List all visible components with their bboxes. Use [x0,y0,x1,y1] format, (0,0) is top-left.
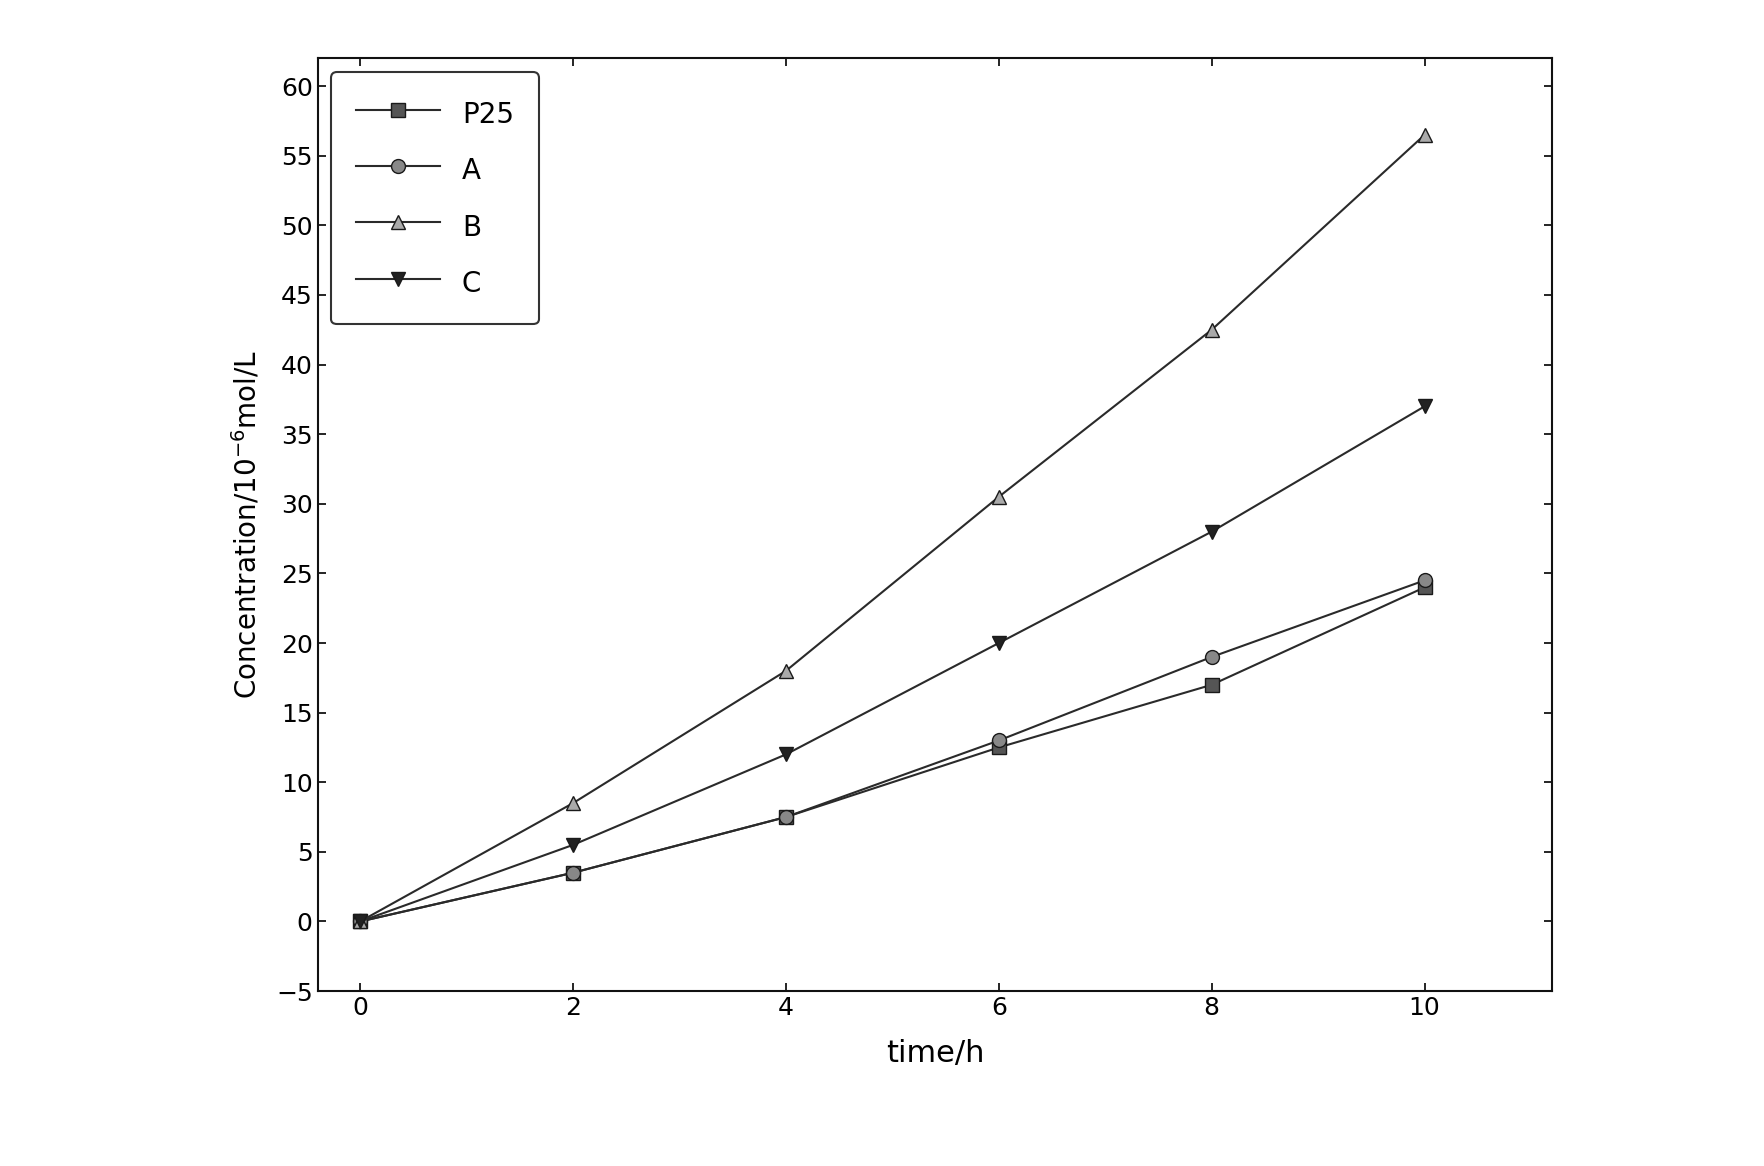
C [349,914,370,928]
B [563,796,584,810]
C [988,635,1009,649]
P25 [563,866,584,880]
Line: A: A [353,574,1432,928]
P25 [1415,581,1436,595]
B [1201,323,1222,337]
B [1415,128,1436,142]
Line: C: C [353,400,1432,928]
P25 [988,740,1009,754]
Y-axis label: Concentration/10$^{-6}$mol/L: Concentration/10$^{-6}$mol/L [229,350,263,700]
B [349,914,370,928]
A [349,914,370,928]
B [988,490,1009,504]
A [563,866,584,880]
Legend: P25, A, B, C: P25, A, B, C [332,72,540,324]
A [1201,649,1222,663]
P25 [349,914,370,928]
Line: P25: P25 [353,581,1432,928]
C [776,747,797,761]
A [988,733,1009,747]
A [776,810,797,824]
P25 [776,810,797,824]
B [776,663,797,677]
X-axis label: time/h: time/h [886,1039,984,1068]
C [1415,400,1436,414]
C [563,838,584,852]
Line: B: B [353,128,1432,928]
P25 [1201,677,1222,691]
C [1201,525,1222,539]
A [1415,574,1436,588]
